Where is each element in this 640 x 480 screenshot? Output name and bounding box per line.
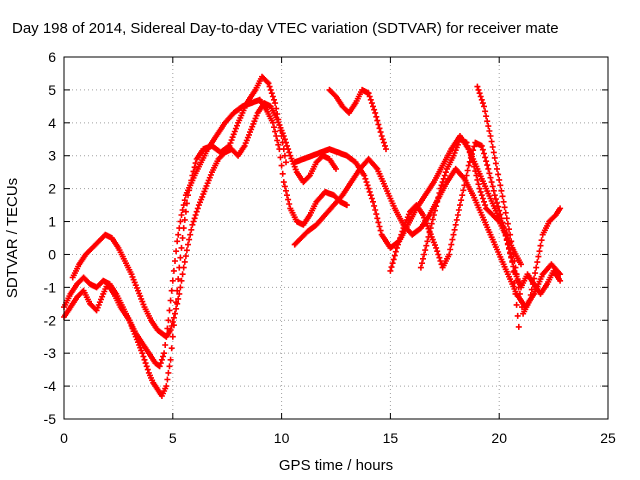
y-tick-label: -1 (44, 279, 57, 295)
x-tick-label: 0 (60, 430, 68, 446)
point-markers (291, 133, 524, 268)
y-tick-label: -3 (44, 345, 57, 361)
y-tick-label: 3 (48, 148, 56, 164)
point-markers (417, 136, 522, 330)
data-points (61, 73, 564, 399)
point-markers (387, 139, 564, 297)
y-tick-label: 4 (48, 115, 56, 131)
y-tick-label: 6 (48, 49, 56, 65)
grid (64, 57, 608, 419)
y-axis-label: SDTVAR / TECUs (4, 178, 21, 298)
y-tick-label: -4 (44, 378, 57, 394)
x-tick-label: 5 (169, 430, 177, 446)
y-tick-label: -5 (44, 411, 57, 427)
plot-frame (63, 56, 609, 420)
y-tick-label: 1 (48, 214, 56, 230)
series-track-9 (417, 136, 522, 330)
series-track-3 (69, 100, 339, 340)
y-axis: -5 -4 -3 -2 -1 0 1 2 3 4 5 6 (44, 49, 608, 427)
series-track-5 (291, 156, 564, 311)
x-axis: 0 5 10 15 20 25 (60, 57, 616, 446)
series-track-7 (387, 139, 564, 297)
series-track-6 (326, 86, 389, 153)
y-tick-label: 0 (48, 246, 56, 262)
x-tick-label: 10 (274, 430, 290, 446)
y-tick-label: 2 (48, 181, 56, 197)
point-markers (326, 86, 389, 153)
x-tick-label: 25 (600, 430, 616, 446)
point-markers (291, 156, 564, 311)
x-tick-label: 20 (491, 430, 507, 446)
x-tick-label: 15 (383, 430, 399, 446)
y-tick-label: -2 (44, 312, 57, 328)
series-track-4 (291, 133, 524, 268)
x-axis-label: GPS time / hours (279, 457, 393, 474)
point-markers (69, 100, 339, 340)
y-tick-label: 5 (48, 82, 56, 98)
chart-title: Day 198 of 2014, Sidereal Day-to-day VTE… (12, 20, 559, 37)
